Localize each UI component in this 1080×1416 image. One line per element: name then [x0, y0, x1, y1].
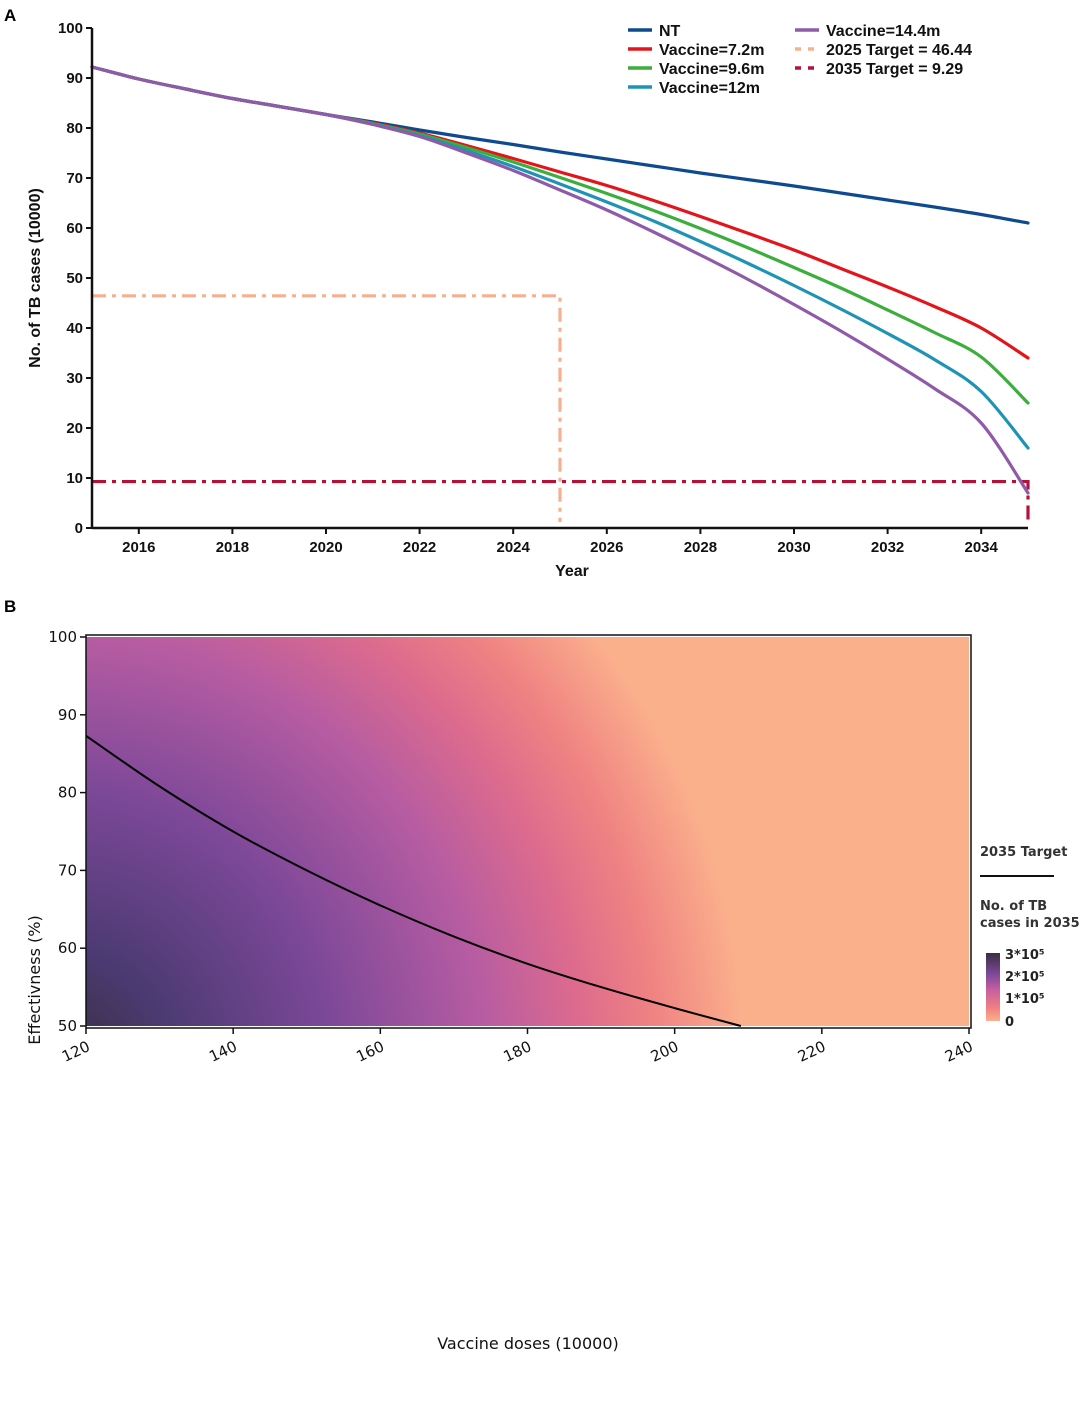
plot-frame [85, 634, 972, 1029]
legend-item-nt: NT [628, 23, 681, 40]
target-line-2025-target-46-44 [92, 294, 562, 522]
y-tick-label: 30 [66, 370, 83, 387]
x-tick-label: 220 [795, 1037, 829, 1065]
legend-label: Vaccine=14.4m [826, 23, 940, 40]
target-lines [92, 294, 1030, 522]
legend: NT Vaccine=7.2m Vaccine=9.6m Vaccine=12m Vac… [628, 23, 972, 97]
colorbar-tick-0: 0 [1005, 1015, 1014, 1030]
legend-item-vaccine-14-4m: Vaccine=14.4m [795, 23, 940, 40]
target-2035-curve [85, 734, 742, 1027]
x-tick-label: 2034 [965, 539, 999, 556]
x-tick-label: 2030 [777, 539, 810, 556]
legend-item-vaccine-7-2m: Vaccine=7.2m [628, 42, 764, 59]
y-tick-label: 90 [66, 70, 83, 87]
heatmap-legend: 2035 Target No. of TB cases in 2035 3*10… [980, 845, 1080, 1030]
x-tick-label: 2020 [309, 539, 342, 556]
series-line-nt [90, 65, 1030, 225]
colorbar-title-line2: cases in 2035 [980, 916, 1080, 931]
panel-label-b: B [4, 597, 16, 616]
x-tick-label: 2024 [497, 539, 531, 556]
legend-item-vaccine-9-6m: Vaccine=9.6m [628, 61, 764, 78]
legend-item-vaccine-12m: Vaccine=12m [628, 80, 760, 97]
x-axis-title: Year [555, 563, 589, 580]
x-axis-title: Vaccine doses (10000) [437, 1334, 619, 1353]
x-tick-label: 160 [353, 1037, 387, 1065]
y-tick-label: 70 [58, 861, 77, 879]
target-line-2035-target-9-29 [92, 479, 1030, 522]
y-tick-label: 60 [66, 220, 83, 237]
colorbar [986, 953, 1000, 1021]
x-tick-label: 2016 [122, 539, 155, 556]
colorbar-title: No. of TB cases in 2035 [980, 899, 1080, 931]
series-line-vaccine-14-4m [90, 65, 1030, 495]
colorbar-tick-2e5: 2*10⁵ [1005, 970, 1045, 985]
x-tick-label: 2018 [216, 539, 249, 556]
y-tick-label: 100 [48, 628, 77, 646]
y-tick-label: 100 [58, 20, 83, 37]
legend-label: 2025 Target = 46.44 [826, 42, 972, 59]
x-tick-label: 240 [942, 1037, 976, 1065]
panel-label-a: A [4, 6, 16, 25]
axes [90, 28, 1028, 530]
heatmap-surface [86, 637, 969, 1026]
y-tick-label: 70 [66, 170, 83, 187]
x-tick-label: 200 [648, 1037, 682, 1065]
y-tick-label: 80 [66, 120, 83, 137]
x-tick-label: 2026 [590, 539, 623, 556]
x-tick-label: 2022 [403, 539, 436, 556]
heatmap-panel: 50 60 70 80 90 100 120 140 160 180 200 220 240 Vacci… [25, 628, 1080, 1353]
y-tick-label: 90 [58, 706, 77, 724]
x-tick-label: 120 [59, 1037, 93, 1065]
y-tick-label: 10 [66, 470, 83, 487]
x-tick-label: 2032 [871, 539, 904, 556]
y-axis-title: Effectivness (%) [25, 915, 44, 1044]
legend-label: Vaccine=9.6m [659, 61, 764, 78]
y-tick-label: 40 [66, 320, 83, 337]
legend-label: 2035 Target = 9.29 [826, 61, 963, 78]
legend-label: Vaccine=7.2m [659, 42, 764, 59]
colorbar-title-line1: No. of TB [980, 899, 1047, 914]
x-tick-label: 2028 [684, 539, 717, 556]
y-tick-label: 50 [66, 270, 83, 287]
y-tick-label: 50 [58, 1017, 77, 1035]
series-lines [90, 65, 1030, 495]
colorbar-tick-3e5: 3*10⁵ [1005, 948, 1045, 963]
series-line-vaccine-9-6m [90, 65, 1030, 405]
target-legend-label: 2035 Target [980, 845, 1067, 860]
y-axis-title: No. of TB cases (10000) [27, 188, 44, 368]
y-tick-label: 20 [66, 420, 83, 437]
colorbar-tick-1e5: 1*10⁵ [1005, 992, 1045, 1007]
x-tick-label: 140 [206, 1037, 240, 1065]
y-tick-label: 60 [58, 939, 77, 957]
legend-item-2025-target-46-44: 2025 Target = 46.44 [795, 42, 972, 59]
x-tick-label: 180 [501, 1037, 535, 1065]
legend-item-2035-target-9-29: 2035 Target = 9.29 [795, 61, 963, 78]
legend-label: Vaccine=12m [659, 80, 760, 97]
legend-label: NT [659, 23, 681, 40]
y-tick-label: 80 [58, 784, 77, 802]
y-tick-label: 0 [75, 520, 83, 537]
